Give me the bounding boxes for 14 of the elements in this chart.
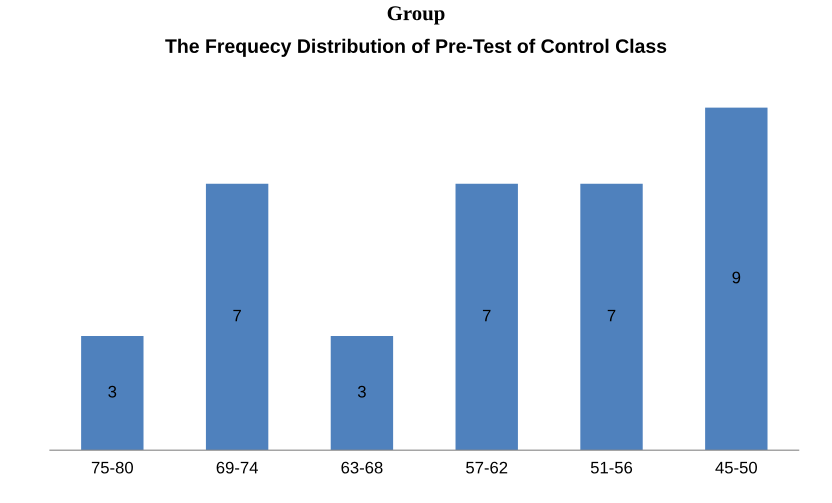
x-tick-label: 69-74 xyxy=(216,462,258,474)
data-label: 9 xyxy=(732,272,740,284)
data-label: 3 xyxy=(108,386,116,398)
text: Group xyxy=(388,6,444,25)
x-tick-label: 63-68 xyxy=(341,462,383,474)
x-tick-label: 45-50 xyxy=(715,462,757,474)
data-label: 3 xyxy=(358,386,366,398)
x-tick-label: 57-62 xyxy=(466,462,508,474)
x-tick-label: 51-56 xyxy=(590,462,632,474)
x-tick-label: 75-80 xyxy=(92,462,133,474)
data-label: 7 xyxy=(233,310,241,322)
data-label: 7 xyxy=(608,310,616,322)
data-label: 7 xyxy=(482,310,491,322)
chart-title: The Frequecy Distribution of Pre-Test of Control Class xyxy=(165,38,666,57)
